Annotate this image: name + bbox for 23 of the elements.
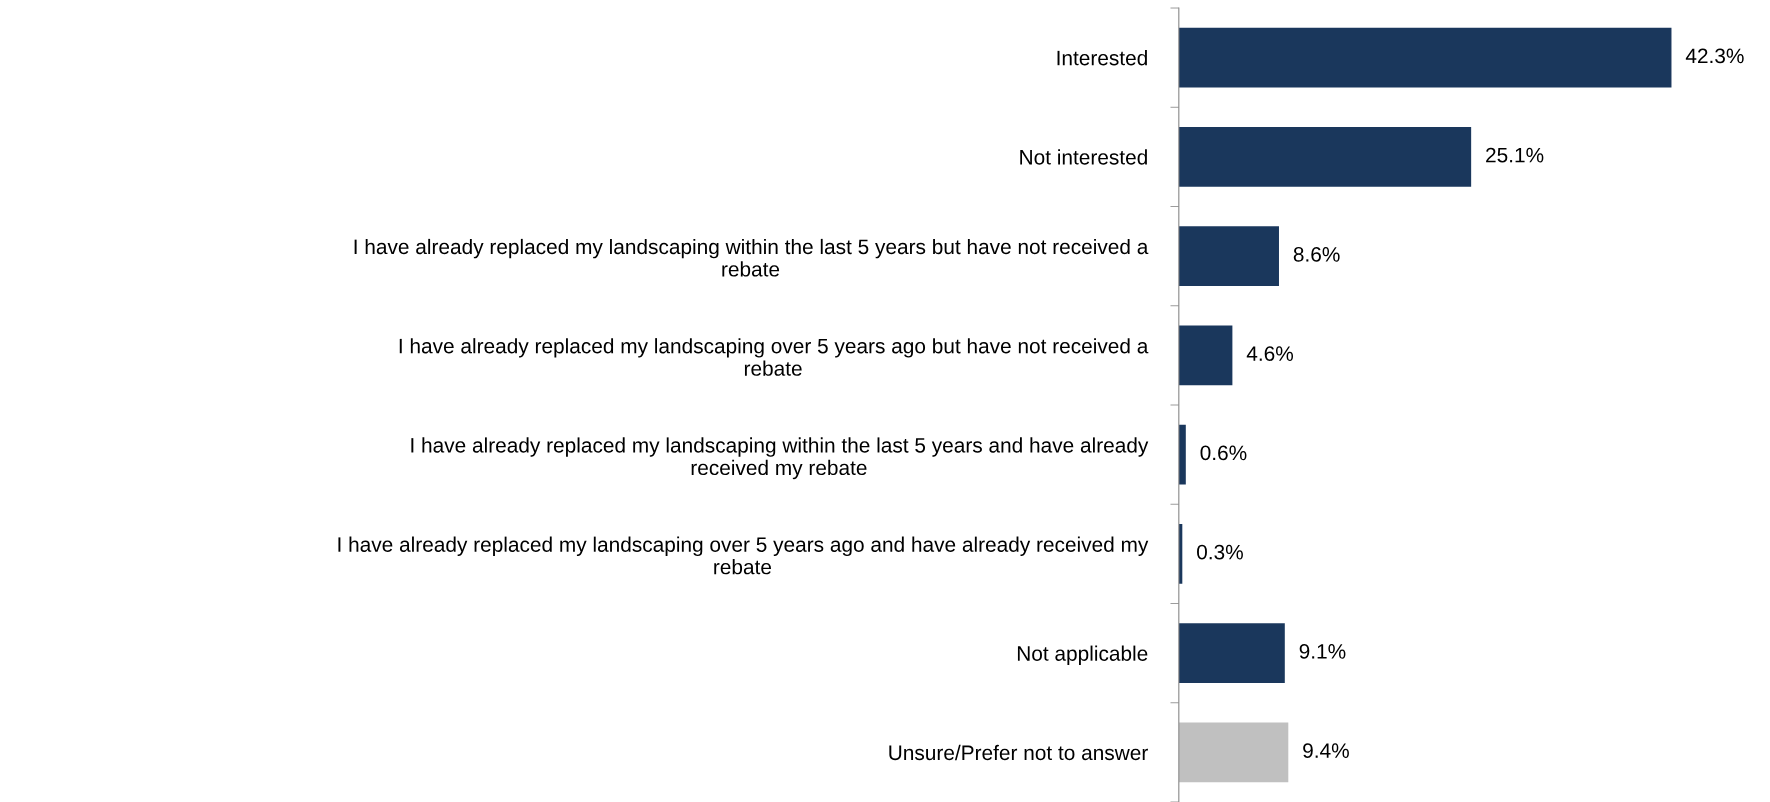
y-tick-label: I have already replaced my landscaping within the last 5 years but have not received a rebate [354, 238, 1149, 277]
y-tick-label: I have already replaced my landscaping over 5 years ago but have not received a rebate [399, 338, 1149, 376]
y-tick-label: I have already replaced my landscaping within the last 5 years and have already received my rebate [411, 437, 1149, 480]
bar [1178, 325, 1233, 386]
data-label: 0.3% [1197, 544, 1243, 560]
bar [1178, 722, 1289, 783]
bar [1178, 27, 1672, 88]
data-label: 4.6% [1246, 346, 1294, 361]
data-label: 9.1% [1299, 643, 1346, 659]
data-label: 8.6% [1293, 246, 1340, 262]
data-label: 25.1% [1486, 147, 1544, 163]
data-label: 0.6% [1200, 445, 1247, 461]
bar [1178, 623, 1285, 683]
bar [1178, 127, 1472, 187]
y-tick-label: Unsure/Prefer not to answer [889, 744, 1148, 761]
data-label: 9.4% [1303, 743, 1349, 758]
bar [1178, 226, 1279, 286]
y-tick-label: Interested [1057, 50, 1147, 66]
bar [1178, 424, 1186, 485]
y-tick-label: Not interested [1020, 149, 1147, 165]
y-tick-label: Not applicable [1017, 645, 1148, 665]
data-label: 42.3% [1685, 48, 1744, 64]
y-tick-label: I have already replaced my landscaping over 5 years ago and have already received my rebate [338, 536, 1149, 575]
